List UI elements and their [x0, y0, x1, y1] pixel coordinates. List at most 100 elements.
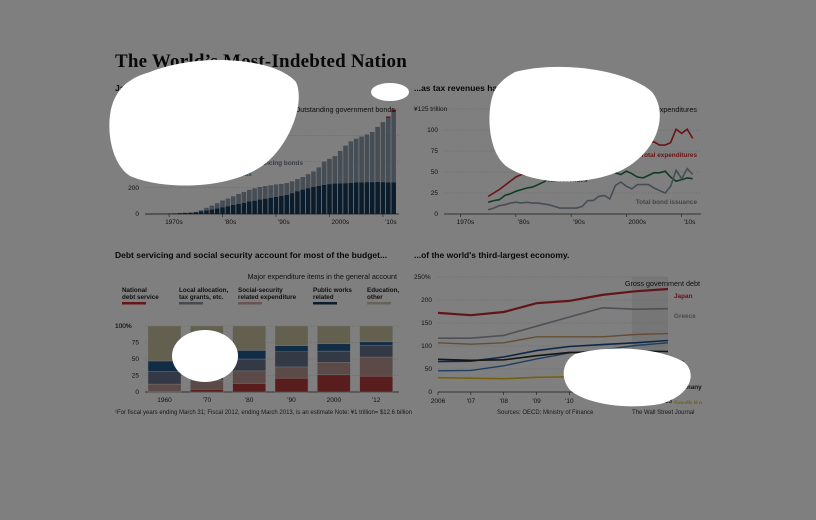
debt-chart-title: Gross government debt: [625, 279, 700, 288]
bonds-x-tick-label: '90s: [278, 219, 290, 226]
legend-construction: Construction bonds: [191, 171, 252, 178]
bonds-bar: [188, 212, 193, 214]
debt-x-tick-label: '10: [565, 398, 574, 404]
bonds-x-tick-label: '10s: [385, 219, 397, 226]
bonds-bar: [246, 189, 252, 202]
expenditure-x-tick-label: '70: [203, 397, 212, 404]
bonds-bar: [364, 182, 370, 214]
expenditure-bar-segment: [232, 370, 266, 384]
expenditure-bar-segment: [190, 325, 224, 355]
bonds-bar: [209, 205, 215, 210]
bonds-bar: [257, 186, 263, 200]
bonds-bar: [386, 116, 391, 118]
bonds-bar: [311, 171, 316, 187]
debt-y-tick-label: 150: [421, 320, 432, 327]
bonds-y-tick-label: 600: [128, 132, 139, 139]
bonds-bar: [273, 196, 279, 214]
bonds-bar: [369, 131, 375, 183]
revenue-y-tick-label: 75: [431, 148, 439, 155]
panel-title-debt: ...of the world's third-largest economy.: [414, 250, 570, 260]
expenditure-bar-segment: [190, 389, 224, 393]
debt-x-tick-label: '07: [467, 398, 476, 404]
expenditure-legend-label: debt service: [122, 294, 159, 301]
debt-y-top-label: 250%: [414, 274, 431, 281]
expenditure-y-tick-label: 0: [135, 389, 139, 396]
bonds-bar: [337, 150, 343, 184]
bonds-bar: [369, 182, 375, 214]
bonds-bar: [220, 200, 225, 208]
chart-debt: 0 50 100 150 200 250% 2006 '07 '08 '09 '10 '11 '12 '1…: [414, 274, 702, 404]
bonds-bar: [353, 138, 359, 183]
bonds-bar: [343, 145, 348, 184]
debt-legend-label: Germany: [674, 384, 702, 391]
revenue-chart-title: Tax revenue, bond issuance and expenditu…: [550, 105, 697, 114]
revenue-x-tick-label: '90s: [573, 219, 585, 226]
expenditure-bar-segment: [359, 375, 393, 393]
expenditure-legend-swatch: [179, 302, 203, 305]
expenditure-bar-segment: [274, 377, 309, 393]
expenditure-legend-label: related expenditure: [238, 294, 297, 301]
expenditure-bar-segment: [359, 344, 393, 358]
revenue-y-tick-label: 0: [434, 211, 438, 218]
bonds-bar: [289, 181, 295, 194]
bonds-bar: [220, 207, 225, 214]
expenditure-y-tick-label: 25: [132, 373, 140, 380]
debt-y-tick-label: 100: [421, 343, 432, 350]
bonds-y-tick-label: 0: [135, 211, 139, 218]
bonds-bar: [305, 188, 311, 214]
bonds-bar: [241, 191, 247, 203]
revenue-y-tick-label: 100: [427, 127, 438, 134]
bonds-x-tick-label: '80s: [225, 219, 237, 226]
bonds-bar: [230, 204, 236, 214]
expenditure-bar-segment: [147, 383, 182, 392]
bonds-bar: [359, 136, 364, 183]
bonds-bar: [332, 183, 338, 214]
expenditure-y-tick-label: 75: [132, 340, 140, 347]
debt-legend-label: U.S.: [674, 360, 687, 367]
expenditure-bar-segment: [232, 350, 266, 360]
bonds-bar: [375, 126, 380, 182]
bonds-bar: [172, 213, 177, 214]
expenditure-bar-segment: [317, 374, 351, 393]
bonds-bar: [316, 167, 322, 186]
expenditure-bar-segment: [147, 371, 182, 385]
expenditure-bar-segment: [317, 343, 351, 352]
projection-label: Projection: [637, 381, 665, 388]
expenditure-legend-label: Social-security: [238, 287, 283, 294]
legend-deficit: Deficit-financing bonds: [232, 160, 303, 167]
bonds-bar: [300, 189, 306, 214]
expenditure-bar-segment: [232, 325, 266, 351]
bonds-bar: [225, 206, 231, 214]
legend-reconstruction: Reconstruction bonds: [191, 149, 259, 156]
bonds-bar: [284, 183, 290, 195]
expenditure-bar-segment: [359, 356, 393, 377]
legend-tax-revenues: Tax revenues: [547, 177, 588, 184]
expenditure-bar-segment: [232, 358, 266, 372]
expenditure-legend-label: Local allocation,: [179, 287, 229, 294]
revenue-x-tick-label: '80s: [518, 219, 530, 226]
infographic-card: The World’s Most-Indebted Nation Japan's…: [108, 37, 708, 426]
bonds-chart-title: Outstanding government bonds: [295, 105, 396, 114]
debt-x-tick-label: '13: [664, 398, 673, 404]
bonds-bar: [311, 186, 316, 214]
bonds-bar: [321, 184, 327, 214]
legend-total-expenditures: Total expenditures: [641, 152, 698, 159]
bonds-bar: [263, 198, 268, 214]
debt-legend-label: Italy: [674, 376, 687, 383]
expenditure-legend-label: Education,: [367, 287, 399, 294]
revenue-line: [487, 162, 693, 203]
bonds-bar: [316, 185, 322, 214]
chart-bonds: 0 200 400 600 ¥800 trillion 1970s '80s '90s 2000…: [115, 105, 399, 226]
debt-y-tick-label: 200: [421, 297, 432, 304]
bonds-bar: [380, 122, 386, 183]
debt-legend-label: South Korea: [674, 400, 702, 404]
bonds-bar: [337, 183, 343, 214]
bonds-bar: [391, 182, 396, 214]
bonds-bar: [198, 211, 204, 214]
debt-y-tick-label: 0: [428, 389, 432, 396]
bonds-bar: [252, 188, 257, 201]
expenditure-legend-swatch: [122, 302, 146, 305]
bonds-bar: [353, 182, 359, 214]
credit: The Wall Street Journal: [632, 410, 695, 416]
bonds-bar: [386, 117, 391, 183]
